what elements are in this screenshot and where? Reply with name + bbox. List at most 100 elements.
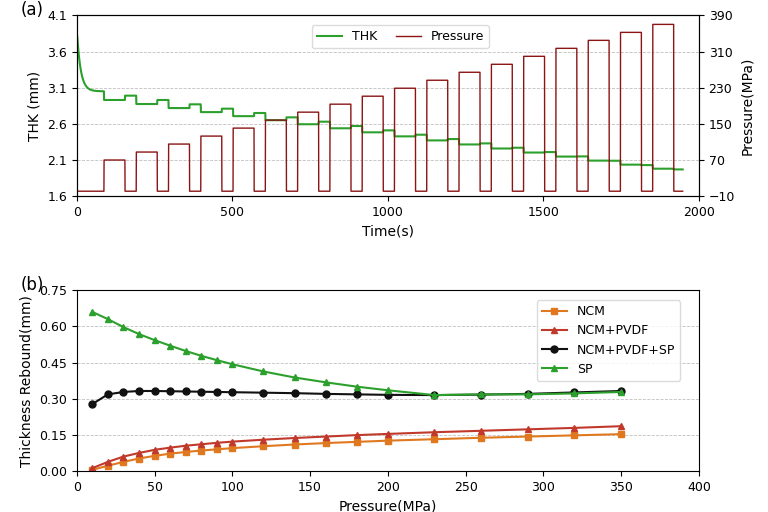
SP <box>259 369 268 375</box>
Pressure <box>648 22 657 28</box>
NCM <box>166 451 175 457</box>
SP <box>166 343 175 349</box>
NCM+PVDF+SP <box>150 388 159 394</box>
Pressure <box>261 117 270 123</box>
THK <box>261 117 270 123</box>
Pressure <box>72 188 81 194</box>
SP <box>88 309 97 315</box>
NCM+PVDF <box>430 429 439 435</box>
SP <box>523 391 532 397</box>
X-axis label: Pressure(MPa): Pressure(MPa) <box>339 499 437 512</box>
NCM+PVDF+SP <box>181 389 190 395</box>
NCM+PVDF+SP <box>166 388 175 394</box>
THK <box>669 166 678 173</box>
NCM+PVDF <box>227 439 237 445</box>
NCM <box>88 467 97 473</box>
NCM+PVDF <box>259 437 268 443</box>
NCM <box>617 431 626 437</box>
SP <box>617 389 626 395</box>
THK <box>78 73 87 79</box>
NCM <box>352 439 361 445</box>
Y-axis label: Pressure(MPa): Pressure(MPa) <box>740 57 754 155</box>
SP <box>119 324 128 330</box>
Pressure <box>326 188 335 194</box>
Line: Pressure: Pressure <box>77 25 683 191</box>
NCM+PVDF+SP <box>197 389 206 395</box>
NCM <box>181 449 190 455</box>
NCM <box>570 432 579 438</box>
NCM+PVDF <box>476 428 485 434</box>
Pressure <box>250 125 259 131</box>
NCM+PVDF+SP <box>617 388 626 394</box>
NCM+PVDF <box>321 434 330 440</box>
NCM+PVDF+SP <box>259 390 268 396</box>
Pressure <box>637 188 646 194</box>
Pressure <box>153 188 162 194</box>
NCM <box>227 445 237 451</box>
NCM+PVDF <box>181 443 190 449</box>
NCM+PVDF+SP <box>321 391 330 397</box>
NCM+PVDF+SP <box>212 389 221 395</box>
NCM+PVDF+SP <box>290 390 300 396</box>
SP <box>290 374 300 380</box>
THK <box>250 113 259 119</box>
Pressure <box>78 188 87 194</box>
THK <box>678 166 687 173</box>
NCM+PVDF+SP <box>383 392 392 398</box>
NCM <box>150 453 159 459</box>
NCM <box>103 463 113 469</box>
SP <box>134 331 144 337</box>
SP <box>150 337 159 343</box>
NCM <box>259 443 268 449</box>
NCM+PVDF <box>103 459 113 465</box>
NCM+PVDF+SP <box>103 391 113 397</box>
NCM+PVDF <box>212 440 221 446</box>
THK <box>637 162 646 168</box>
NCM+PVDF <box>119 454 128 460</box>
SP <box>181 348 190 354</box>
NCM <box>134 456 144 462</box>
Line: THK: THK <box>77 33 683 169</box>
Legend: NCM, NCM+PVDF, NCM+PVDF+SP, SP: NCM, NCM+PVDF, NCM+PVDF+SP, SP <box>537 300 680 381</box>
NCM <box>197 447 206 454</box>
NCM+PVDF <box>617 423 626 429</box>
NCM <box>119 459 128 465</box>
NCM+PVDF+SP <box>476 392 485 398</box>
NCM+PVDF <box>197 441 206 447</box>
Text: (b): (b) <box>21 276 45 294</box>
Line: NCM+PVDF+SP: NCM+PVDF+SP <box>89 388 624 408</box>
NCM+PVDF <box>150 447 159 453</box>
NCM <box>321 440 330 446</box>
NCM+PVDF+SP <box>119 389 128 395</box>
NCM+PVDF <box>352 432 361 438</box>
NCM <box>476 435 485 441</box>
SP <box>103 316 113 322</box>
NCM+PVDF+SP <box>227 389 237 395</box>
Y-axis label: THK (mm): THK (mm) <box>28 71 41 141</box>
SP <box>321 379 330 386</box>
THK <box>326 119 335 125</box>
NCM <box>212 446 221 453</box>
Line: NCM+PVDF: NCM+PVDF <box>89 423 624 472</box>
X-axis label: Time(s): Time(s) <box>362 224 414 239</box>
THK <box>72 30 81 36</box>
NCM+PVDF <box>290 435 300 441</box>
NCM+PVDF <box>523 426 532 433</box>
NCM <box>383 438 392 444</box>
SP <box>570 390 579 396</box>
NCM <box>290 441 300 447</box>
NCM+PVDF+SP <box>134 388 144 394</box>
NCM+PVDF <box>88 465 97 471</box>
NCM <box>430 436 439 442</box>
THK <box>153 97 162 103</box>
SP <box>476 391 485 397</box>
NCM+PVDF+SP <box>570 389 579 395</box>
NCM+PVDF+SP <box>88 401 97 407</box>
NCM+PVDF <box>383 431 392 437</box>
NCM+PVDF <box>166 444 175 451</box>
NCM+PVDF <box>570 425 579 431</box>
Text: (a): (a) <box>21 1 44 19</box>
NCM <box>523 434 532 440</box>
NCM+PVDF+SP <box>523 391 532 397</box>
NCM+PVDF+SP <box>430 392 439 398</box>
